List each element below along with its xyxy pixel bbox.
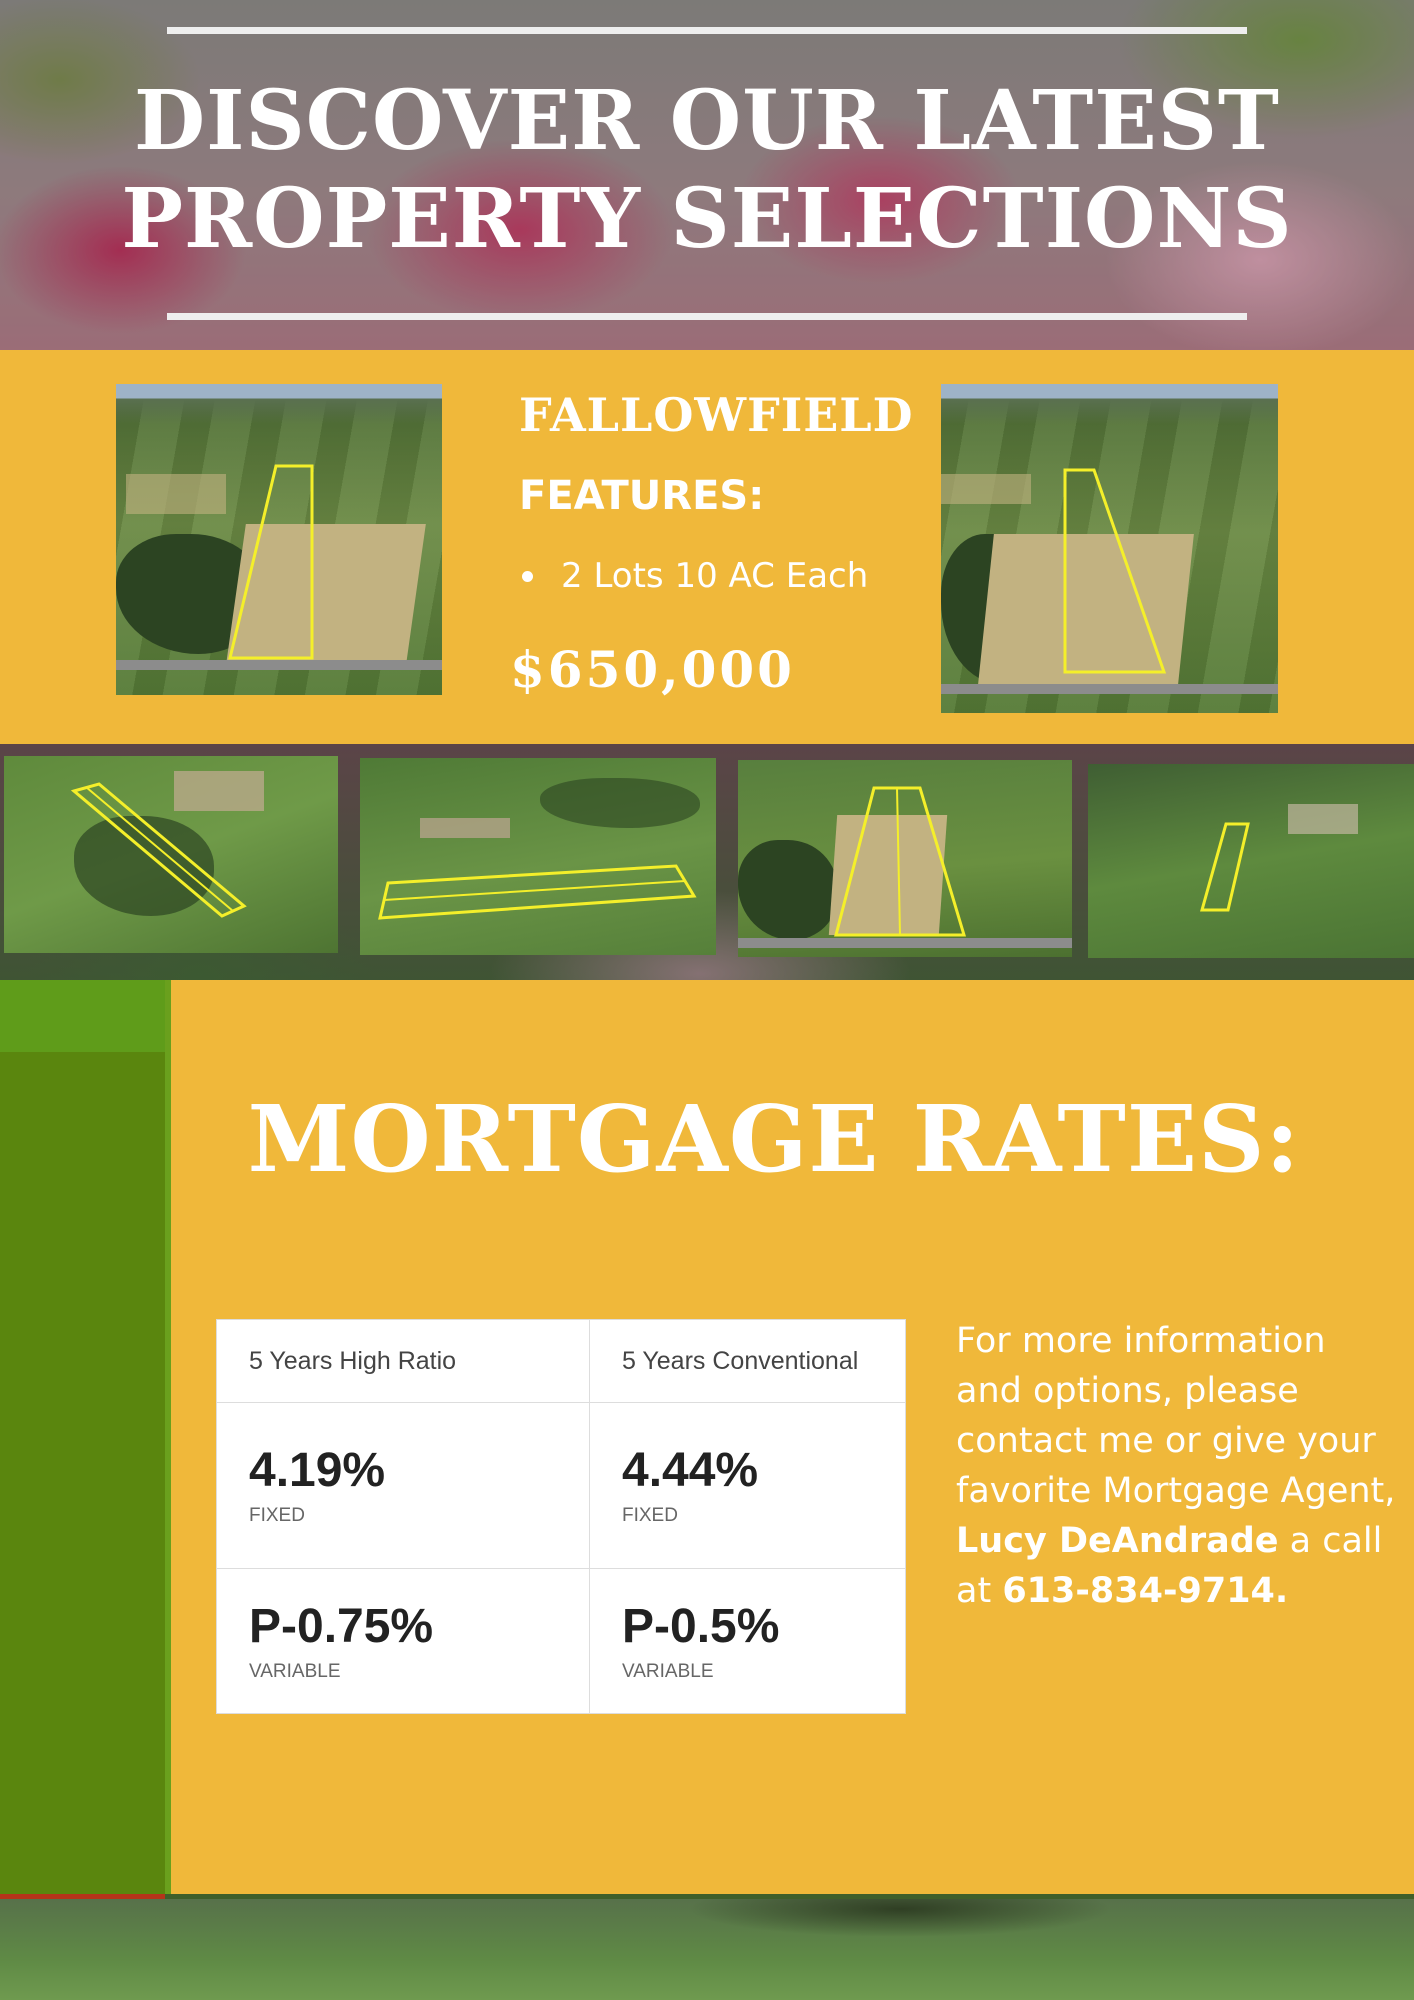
features-heading: FEATURES: bbox=[519, 473, 765, 519]
agent-phone[interactable]: 613-834-9714. bbox=[1002, 1571, 1289, 1611]
agent-name: Lucy DeAndrade bbox=[956, 1521, 1279, 1561]
hero-bottom-rule bbox=[167, 313, 1247, 320]
rate-cell: P-0.75% VARIABLE bbox=[216, 1567, 590, 1715]
rate-value: P-0.75% bbox=[249, 1599, 434, 1653]
rate-type: VARIABLE bbox=[249, 1660, 341, 1682]
listing-name: FALLOWFIELD bbox=[519, 388, 914, 442]
aerial-thumb-4 bbox=[1088, 764, 1414, 958]
aerial-thumb-1 bbox=[4, 756, 338, 953]
rate-type: FIXED bbox=[622, 1505, 678, 1527]
rate-cell: P-0.5% VARIABLE bbox=[589, 1567, 906, 1715]
rate-cell: 4.44% FIXED bbox=[589, 1402, 906, 1569]
mortgage-title: MORTGAGE RATES: bbox=[247, 1085, 1301, 1193]
accent-stripe-top bbox=[0, 980, 170, 1052]
title-line-1: DISCOVER OUR LATEST bbox=[134, 73, 1280, 169]
aerial-photo-right bbox=[941, 384, 1278, 713]
column-header: 5 Years High Ratio bbox=[216, 1318, 590, 1404]
column-header: 5 Years Conventional bbox=[589, 1318, 906, 1404]
table-row: 4.19% FIXED 4.44% FIXED bbox=[216, 1402, 906, 1569]
lot-outline-thumb-4 bbox=[1200, 822, 1250, 912]
lot-outline-left bbox=[228, 464, 314, 660]
aerial-photo-left bbox=[116, 384, 442, 695]
rate-type: VARIABLE bbox=[622, 1660, 714, 1682]
rates-table: 5 Years High Ratio 5 Years Conventional … bbox=[216, 1318, 906, 1715]
feature-list: 2 Lots 10 AC Each bbox=[519, 556, 868, 596]
hero-banner bbox=[0, 0, 1414, 350]
hero-overlay bbox=[0, 0, 1414, 350]
aerial-thumb-2 bbox=[360, 758, 716, 955]
rate-value: 4.44% bbox=[622, 1444, 759, 1498]
lot-outline-thumb-2 bbox=[378, 864, 697, 920]
bottom-grass-image bbox=[0, 1899, 1414, 2000]
lot-outline-thumb-1 bbox=[70, 782, 247, 918]
lot-outline-thumb-3 bbox=[834, 786, 967, 937]
table-header-row: 5 Years High Ratio 5 Years Conventional bbox=[216, 1318, 906, 1404]
accent-red-line bbox=[0, 1894, 165, 1899]
lot-outline-right bbox=[1063, 468, 1167, 674]
hero-top-rule bbox=[167, 27, 1247, 34]
aerial-thumb-3 bbox=[738, 760, 1072, 957]
rate-value: 4.19% bbox=[249, 1444, 386, 1498]
list-item: 2 Lots 10 AC Each bbox=[519, 556, 868, 596]
contact-intro: For more information and options, please… bbox=[956, 1321, 1396, 1511]
accent-stripe bbox=[0, 1052, 165, 1894]
rate-type: FIXED bbox=[249, 1505, 305, 1527]
title-line-2: PROPERTY SELECTIONS bbox=[121, 171, 1293, 267]
feature-text: 2 Lots 10 AC Each bbox=[561, 556, 869, 596]
page-title: DISCOVER OUR LATEST PROPERTY SELECTIONS bbox=[100, 72, 1314, 268]
accent-stripe-edge bbox=[165, 980, 171, 1894]
contact-middle: a call at bbox=[956, 1521, 1383, 1611]
table-row: P-0.75% VARIABLE P-0.5% VARIABLE bbox=[216, 1567, 906, 1715]
contact-text: For more information and options, please… bbox=[956, 1316, 1396, 1616]
rate-value: P-0.5% bbox=[622, 1599, 780, 1653]
listing-price: $650,000 bbox=[510, 640, 795, 699]
bullet-icon bbox=[522, 570, 533, 582]
rate-cell: 4.19% FIXED bbox=[216, 1402, 590, 1569]
